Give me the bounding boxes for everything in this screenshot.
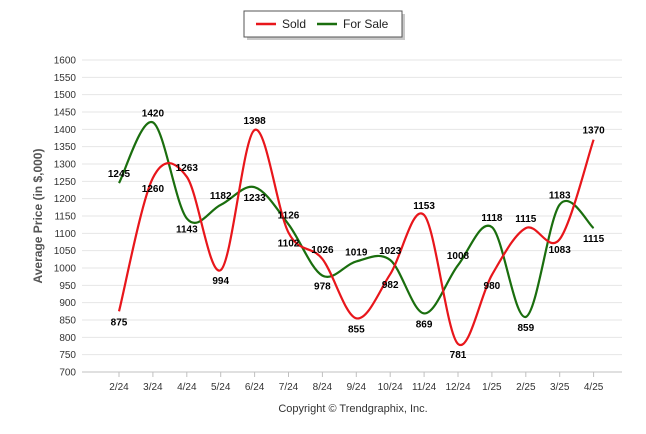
y-axis-ticks: 700 750 800 850 900 950 1000 1050 1100 1150 1200 12… — [54, 56, 77, 379]
y-tick-label: 1450 — [54, 108, 77, 119]
legend-for-sale-label: For Sale — [343, 17, 389, 31]
data-label-sold: 1026 — [311, 245, 334, 256]
data-label-for-sale: 869 — [416, 319, 433, 330]
y-tick-label: 1400 — [54, 125, 77, 136]
data-label-sold: 781 — [450, 350, 467, 361]
data-label-for-sale: 1115 — [583, 234, 605, 245]
data-label-sold: 1102 — [278, 239, 300, 250]
data-label-for-sale: 1023 — [379, 246, 402, 257]
series-line-for-sale — [118, 121, 595, 319]
data-label-for-sale: 1233 — [243, 193, 266, 204]
y-tick-label: 1200 — [54, 194, 77, 205]
data-label-sold: 994 — [212, 276, 229, 287]
y-tick-label: 1000 — [54, 264, 77, 275]
x-tick-label: 4/25 — [584, 382, 604, 393]
data-label-for-sale: 978 — [314, 282, 331, 293]
y-tick-label: 750 — [59, 350, 76, 361]
y-tick-label: 800 — [59, 333, 76, 344]
grid-lines — [82, 59, 622, 373]
legend-sold-label: Sold — [282, 17, 306, 31]
data-label-sold: 1263 — [176, 163, 199, 174]
x-tick-label: 7/24 — [279, 382, 299, 393]
x-tick-label: 10/24 — [378, 382, 403, 393]
y-tick-label: 1100 — [54, 229, 76, 240]
data-label-for-sale: 1420 — [142, 108, 165, 119]
data-label-sold: 982 — [382, 280, 399, 291]
x-tick-label: 9/24 — [347, 382, 367, 393]
data-label-sold: 1153 — [413, 201, 435, 212]
x-tick-label: 1/25 — [482, 382, 502, 393]
x-axis-ticks: 2/24 3/24 4/24 5/24 6/24 7/24 8/24 9/24 10/24 11/… — [109, 372, 604, 393]
y-tick-label: 1150 — [54, 212, 76, 223]
data-label-sold: 875 — [111, 317, 128, 328]
x-tick-label: 11/24 — [412, 382, 437, 393]
data-label-for-sale: 1126 — [278, 210, 300, 221]
x-tick-label: 8/24 — [313, 382, 333, 393]
y-tick-label: 1250 — [54, 177, 77, 188]
y-tick-label: 900 — [59, 298, 76, 309]
x-tick-label: 2/25 — [516, 382, 536, 393]
copyright-text: Copyright © Trendgraphix, Inc. — [278, 403, 427, 415]
data-label-sold: 1370 — [582, 126, 605, 137]
series-line-sold — [117, 128, 595, 347]
data-label-sold: 980 — [484, 281, 501, 292]
data-label-sold: 1083 — [549, 245, 572, 256]
data-label-sold: 1115 — [515, 214, 537, 225]
y-tick-label: 1550 — [54, 73, 77, 84]
y-tick-label: 1050 — [54, 246, 77, 257]
x-tick-label: 5/24 — [211, 382, 231, 393]
data-labels: 875 1260 1263 994 1398 1102 1026 855 982 1153 781 9… — [108, 108, 605, 361]
y-tick-label: 700 — [59, 368, 76, 379]
legend: Sold For Sale — [243, 10, 405, 40]
data-label-for-sale: 1183 — [549, 191, 571, 202]
data-label-for-sale: 1143 — [176, 224, 198, 235]
x-tick-label: 3/24 — [143, 382, 163, 393]
y-tick-label: 950 — [59, 281, 76, 292]
data-label-sold: 1260 — [142, 184, 165, 195]
y-tick-label: 1500 — [54, 90, 77, 101]
x-tick-label: 12/24 — [445, 382, 470, 393]
data-label-for-sale: 1245 — [108, 169, 131, 180]
y-tick-label: 1300 — [54, 160, 77, 171]
data-label-sold: 855 — [348, 324, 365, 335]
data-label-for-sale: 1019 — [345, 247, 368, 258]
y-tick-label: 850 — [59, 316, 76, 327]
data-label-for-sale: 1008 — [447, 251, 470, 262]
y-tick-label: 1600 — [54, 56, 77, 67]
x-tick-label: 4/24 — [177, 382, 197, 393]
x-tick-label: 3/25 — [550, 382, 570, 393]
y-axis-label: Average Price (in $,000) — [31, 149, 45, 284]
x-tick-label: 6/24 — [245, 382, 265, 393]
x-tick-label: 2/24 — [109, 382, 129, 393]
y-tick-label: 1350 — [54, 142, 77, 153]
data-label-for-sale: 1118 — [481, 213, 503, 224]
data-label-sold: 1398 — [243, 116, 266, 127]
series-lines — [117, 121, 595, 347]
data-label-for-sale: 1182 — [210, 191, 232, 202]
data-label-for-sale: 859 — [517, 323, 534, 334]
